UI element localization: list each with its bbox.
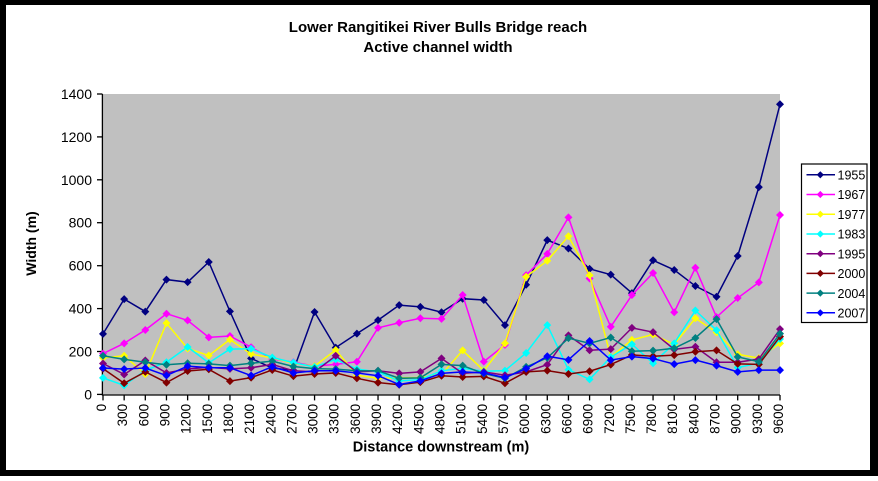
- svg-text:1967: 1967: [838, 188, 866, 202]
- svg-text:4800: 4800: [433, 404, 448, 434]
- svg-text:4500: 4500: [411, 404, 426, 434]
- svg-text:300: 300: [115, 404, 130, 427]
- svg-text:3600: 3600: [348, 404, 363, 434]
- svg-text:6600: 6600: [559, 404, 574, 434]
- svg-text:6300: 6300: [538, 404, 553, 434]
- svg-text:1955: 1955: [838, 169, 866, 183]
- svg-text:1500: 1500: [200, 404, 215, 434]
- svg-text:2700: 2700: [284, 404, 299, 434]
- svg-text:0: 0: [84, 386, 92, 402]
- svg-text:3000: 3000: [306, 404, 321, 434]
- svg-text:2000: 2000: [838, 267, 866, 281]
- svg-text:Active channel width: Active channel width: [363, 39, 512, 56]
- svg-text:Lower Rangitikei River Bulls B: Lower Rangitikei River Bulls Bridge reac…: [289, 19, 587, 36]
- svg-text:5100: 5100: [454, 404, 469, 434]
- svg-text:7500: 7500: [623, 404, 638, 434]
- svg-text:900: 900: [157, 404, 172, 427]
- svg-text:3900: 3900: [369, 404, 384, 434]
- svg-text:800: 800: [69, 215, 93, 231]
- svg-text:4200: 4200: [390, 404, 405, 434]
- svg-text:2100: 2100: [242, 404, 257, 434]
- svg-text:200: 200: [69, 344, 93, 360]
- svg-text:2007: 2007: [838, 307, 866, 321]
- svg-text:Distance downstream (m): Distance downstream (m): [353, 440, 530, 456]
- svg-text:1200: 1200: [61, 129, 92, 145]
- svg-text:5400: 5400: [475, 404, 490, 434]
- svg-text:2400: 2400: [263, 404, 278, 434]
- svg-text:400: 400: [69, 301, 93, 317]
- svg-text:7800: 7800: [644, 404, 659, 434]
- svg-text:8400: 8400: [686, 404, 701, 434]
- svg-text:9000: 9000: [729, 404, 744, 434]
- svg-text:1000: 1000: [61, 172, 92, 188]
- svg-text:2004: 2004: [838, 287, 866, 301]
- svg-text:1995: 1995: [838, 247, 866, 261]
- svg-text:9600: 9600: [771, 404, 786, 434]
- svg-text:5700: 5700: [496, 404, 511, 434]
- svg-text:1983: 1983: [838, 228, 866, 242]
- svg-text:1200: 1200: [179, 404, 194, 434]
- svg-text:3300: 3300: [327, 404, 342, 434]
- svg-text:1800: 1800: [221, 404, 236, 434]
- svg-text:7200: 7200: [602, 404, 617, 434]
- svg-text:8700: 8700: [708, 404, 723, 434]
- svg-text:6000: 6000: [517, 404, 532, 434]
- svg-text:1400: 1400: [61, 86, 92, 102]
- svg-text:6900: 6900: [581, 404, 596, 434]
- svg-text:600: 600: [136, 404, 151, 427]
- svg-text:Width (m): Width (m): [23, 211, 39, 275]
- svg-text:600: 600: [69, 258, 93, 274]
- svg-text:0: 0: [94, 404, 109, 412]
- svg-text:1977: 1977: [838, 208, 866, 222]
- svg-text:9300: 9300: [750, 404, 765, 434]
- svg-text:8100: 8100: [665, 404, 680, 434]
